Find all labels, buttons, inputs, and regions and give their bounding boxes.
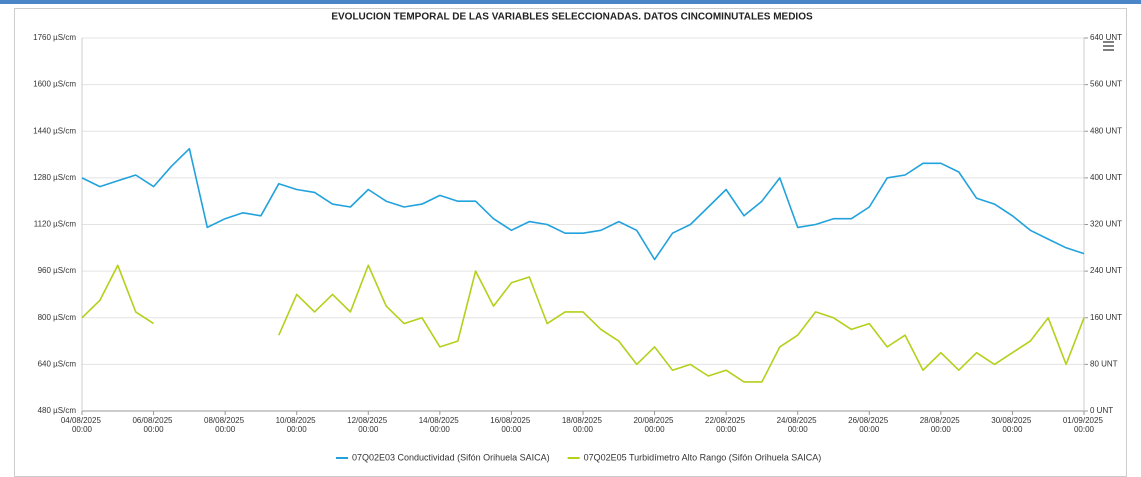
y2-tick-label: 80 UNT [1090,359,1118,368]
x-tick-label: 28/08/2025 00:00 [920,416,962,434]
x-tick-time: 00:00 [358,425,379,434]
x-tick-time: 00:00 [859,425,880,434]
x-tick-label: 08/08/2025 00:00 [204,416,246,434]
y2-tick-label: 640 UNT [1090,33,1122,42]
x-tick-label: 30/08/2025 00:00 [991,416,1033,434]
y-tick-label: 1280 µS/cm [33,173,76,182]
chart-frame [14,8,1127,477]
x-tick-date: 24/08/2025 [777,416,819,425]
x-tick-date: 28/08/2025 [920,416,962,425]
y-tick-label: 1120 µS/cm [34,220,77,229]
x-tick-time: 00:00 [287,425,308,434]
y2-tick-label: 160 UNT [1090,313,1122,322]
top-bar [0,0,1141,4]
x-tick-time: 00:00 [573,425,594,434]
y2-tick-label: 240 UNT [1090,266,1122,275]
y-tick-label: 1760 µS/cm [33,33,76,42]
y2-tick-label: 400 UNT [1090,173,1122,182]
x-tick-time: 00:00 [501,425,522,434]
x-tick-label: 04/08/2025 00:00 [61,416,103,434]
x-tick-time: 00:00 [144,425,165,434]
x-tick-date: 12/08/2025 [347,416,389,425]
x-tick-date: 08/08/2025 [204,416,246,425]
chart-title: EVOLUCION TEMPORAL DE LAS VARIABLES SELE… [331,12,813,23]
x-tick-label: 14/08/2025 00:00 [419,416,461,434]
y2-tick-label: 480 UNT [1090,126,1122,135]
x-tick-date: 10/08/2025 [276,416,318,425]
x-tick-label: 12/08/2025 00:00 [347,416,389,434]
x-tick-label: 26/08/2025 00:00 [848,416,890,434]
x-tick-date: 04/08/2025 [61,416,103,425]
series-line [81,147,1085,261]
x-tick-date: 14/08/2025 [419,416,461,425]
series-line [81,264,1085,383]
x-tick-time: 00:00 [72,425,93,434]
x-tick-date: 06/08/2025 [132,416,174,425]
x-tick-date: 20/08/2025 [633,416,675,425]
y-tick-label: 480 µS/cm [38,406,77,415]
x-tick-time: 00:00 [1074,425,1095,434]
x-tick-time: 00:00 [645,425,666,434]
y2-tick-label: 0 UNT [1090,406,1113,415]
y-tick-label: 800 µS/cm [38,313,77,322]
x-tick-time: 00:00 [716,425,737,434]
y2-tick-label: 320 UNT [1090,220,1122,229]
x-tick-date: 22/08/2025 [705,416,747,425]
x-tick-time: 00:00 [788,425,809,434]
x-tick-label: 10/08/2025 00:00 [276,416,318,434]
x-tick-time: 00:00 [1002,425,1023,434]
y-tick-label: 960 µS/cm [38,266,77,275]
x-tick-time: 00:00 [931,425,952,434]
x-tick-time: 00:00 [430,425,451,434]
y-tick-label: 640 µS/cm [38,359,77,368]
legend-label: 07Q02E05 Turbidímetro Alto Rango (Sifón … [584,452,822,462]
y-tick-label: 1600 µS/cm [33,80,76,89]
y2-tick-label: 560 UNT [1090,80,1122,89]
x-tick-label: 01/09/2025 00:00 [1063,416,1105,434]
x-tick-label: 06/08/2025 00:00 [132,416,174,434]
x-tick-label: 18/08/2025 00:00 [562,416,604,434]
x-tick-date: 16/08/2025 [490,416,532,425]
x-tick-label: 20/08/2025 00:00 [633,416,675,434]
x-tick-date: 30/08/2025 [991,416,1033,425]
x-tick-label: 24/08/2025 00:00 [777,416,819,434]
x-tick-date: 18/08/2025 [562,416,604,425]
x-tick-date: 26/08/2025 [848,416,890,425]
x-tick-label: 16/08/2025 00:00 [490,416,532,434]
x-tick-label: 22/08/2025 00:00 [705,416,747,434]
menu-icon[interactable] [1103,41,1114,51]
x-tick-time: 00:00 [215,425,236,434]
y-tick-label: 1440 µS/cm [33,126,76,135]
x-tick-date: 01/09/2025 [1063,416,1105,425]
legend-label: 07Q02E03 Conductividad (Sifón Orihuela S… [352,452,550,462]
